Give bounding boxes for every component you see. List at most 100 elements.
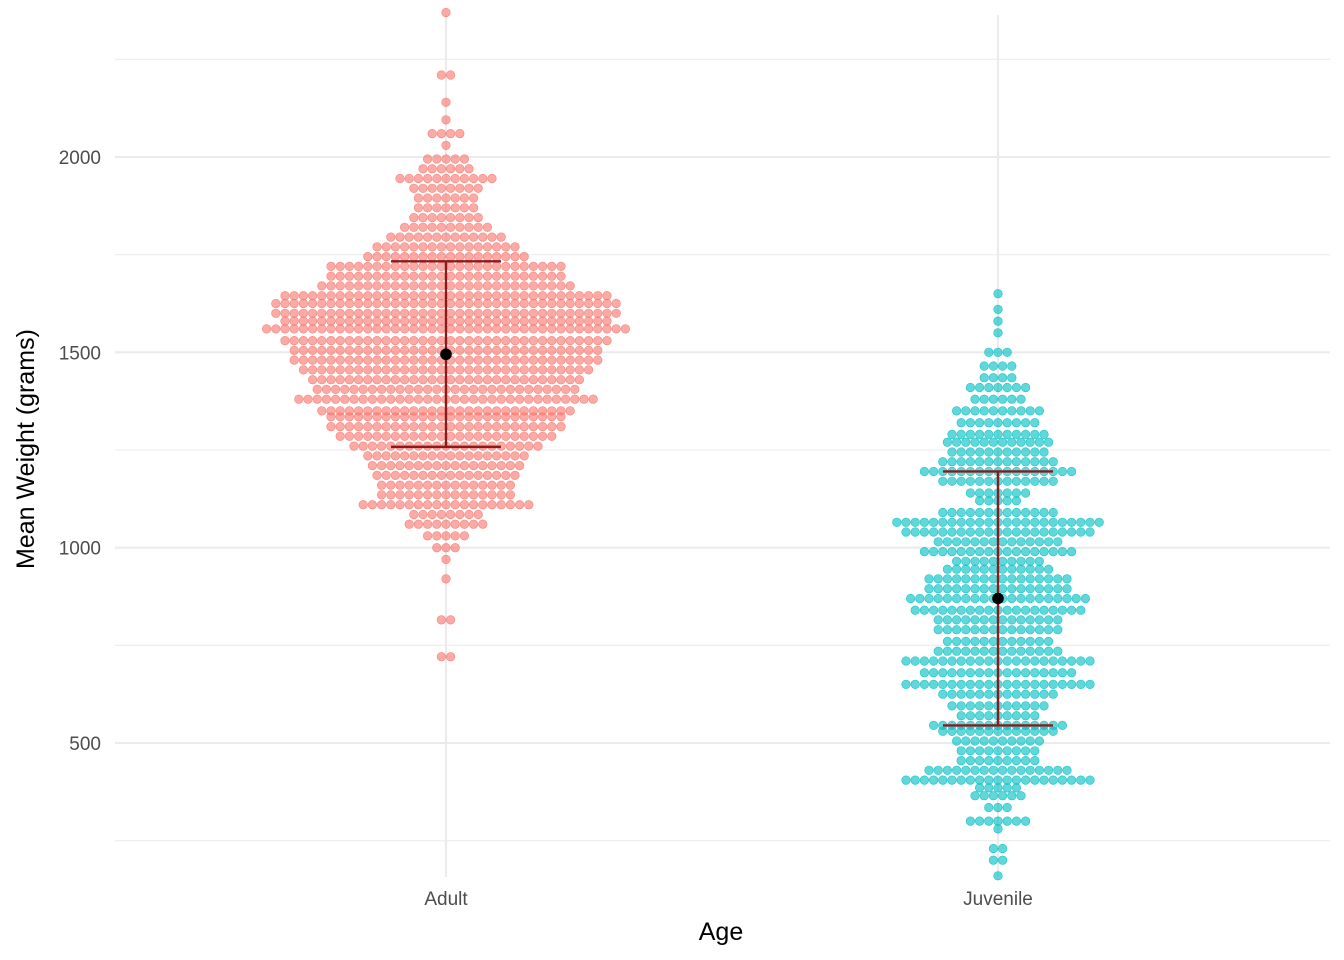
data-dot: [510, 281, 520, 291]
data-dot: [928, 517, 939, 527]
data-dot: [436, 509, 447, 520]
data-dot: [956, 711, 966, 721]
data-dot: [528, 336, 539, 346]
data-dot: [1020, 447, 1031, 457]
data-dot: [1030, 755, 1040, 766]
data-dot: [335, 281, 345, 291]
data-dot: [354, 281, 364, 291]
data-dot: [501, 451, 511, 461]
data-dot: [363, 345, 373, 356]
data-dot: [1016, 625, 1026, 635]
data-dot: [496, 384, 506, 395]
data-dot: [436, 222, 447, 232]
data-dot: [372, 324, 382, 334]
data-dot: [1025, 564, 1035, 574]
data-dot: [289, 345, 299, 356]
data-dot: [418, 470, 428, 481]
data-dot: [455, 271, 465, 281]
data-dot: [1025, 593, 1035, 604]
data-dot: [335, 431, 345, 441]
data-dot: [1020, 457, 1031, 467]
data-dot: [1007, 636, 1017, 647]
data-dot: [404, 519, 414, 529]
data-dot: [344, 431, 355, 441]
data-dot: [919, 679, 930, 690]
data-dot: [344, 336, 355, 346]
data-dot: [974, 488, 985, 498]
data-dot: [478, 232, 488, 242]
data-dot: [335, 355, 345, 365]
data-dot: [501, 345, 511, 356]
data-dot: [505, 394, 516, 404]
data-dot: [317, 336, 327, 346]
data-dot: [556, 291, 566, 301]
data-dot: [1039, 605, 1049, 615]
data-dot: [390, 242, 401, 252]
data-dot: [459, 480, 470, 490]
data-dot: [519, 345, 529, 356]
data-dot: [519, 291, 529, 301]
data-dot: [547, 316, 557, 326]
data-dot: [492, 308, 502, 318]
data-dot: [455, 509, 465, 520]
data-dot: [436, 183, 447, 193]
data-dot: [501, 298, 511, 309]
data-dot: [395, 394, 405, 404]
data-dot: [993, 382, 1003, 393]
data-dot: [984, 783, 994, 793]
data-dot: [997, 636, 1008, 647]
data-dot: [519, 324, 529, 334]
data-dot: [344, 365, 355, 375]
data-dot: [464, 470, 474, 481]
data-dot: [409, 431, 419, 441]
data-dot: [413, 490, 424, 500]
data-dot: [993, 816, 1003, 826]
data-dot: [409, 451, 419, 461]
data-dot: [386, 500, 396, 510]
data-dot: [271, 298, 281, 309]
data-dot: [432, 490, 442, 500]
data-dot: [547, 345, 557, 356]
data-dot: [381, 316, 391, 326]
data-dot: [427, 308, 437, 318]
data-dot: [358, 384, 368, 395]
data-dot: [427, 242, 437, 252]
data-dot: [1034, 584, 1044, 594]
data-dot: [418, 451, 428, 461]
data-dot: [427, 406, 437, 416]
data-dot: [482, 308, 493, 318]
data-dot: [363, 271, 373, 281]
data-dot: [1030, 418, 1040, 428]
data-dot: [413, 232, 424, 242]
data-dot: [450, 173, 460, 184]
data-dot: [1057, 775, 1067, 785]
data-dot: [280, 291, 290, 301]
data-dot: [312, 384, 322, 395]
data-dot: [423, 461, 433, 471]
data-dot: [965, 382, 976, 393]
data-dot: [436, 129, 447, 139]
data-dot: [335, 375, 345, 385]
data-dot: [381, 406, 391, 416]
data-dot: [1076, 517, 1086, 527]
data-dot: [1053, 765, 1063, 775]
data-dot: [372, 375, 382, 385]
data-dot: [583, 345, 594, 356]
data-dot: [979, 406, 989, 416]
data-dot: [919, 656, 930, 666]
data-dot: [593, 316, 603, 326]
data-dot: [528, 324, 539, 334]
data-dot: [427, 213, 437, 223]
data-dot: [1002, 746, 1012, 756]
data-dot: [404, 394, 414, 404]
data-dot: [464, 261, 474, 272]
data-dot: [947, 476, 957, 486]
data-dot: [997, 736, 1008, 746]
data-dot: [602, 308, 612, 318]
data-dot: [993, 347, 1003, 357]
data-dot: [565, 324, 575, 334]
data-dot: [501, 355, 511, 365]
data-dot: [974, 527, 985, 537]
data-dot: [970, 625, 980, 635]
data-dot: [455, 252, 465, 262]
